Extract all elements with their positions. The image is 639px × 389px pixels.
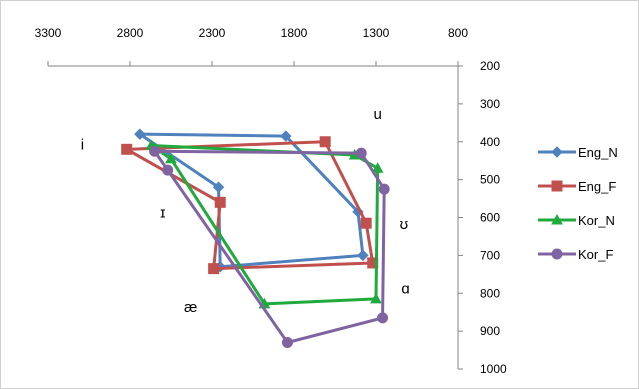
vowel-label: ɑ — [401, 280, 409, 297]
x-tick-label: 1300 — [363, 26, 390, 40]
vowel-label: ɪ — [160, 205, 165, 222]
y-tick-label: 900 — [480, 324, 500, 338]
y-tick-label: 1000 — [480, 362, 507, 376]
x-tick-label: 2300 — [199, 26, 226, 40]
legend-item: Eng_F — [538, 179, 616, 194]
data-point — [214, 196, 226, 208]
y-tick-label: 500 — [480, 173, 500, 187]
data-point — [280, 130, 292, 142]
data-point — [377, 312, 389, 324]
data-point — [121, 143, 133, 155]
series-eng-f — [121, 136, 379, 275]
data-point — [370, 292, 382, 304]
data-point — [212, 181, 225, 193]
data-point — [551, 248, 563, 260]
legend-item: Kor_N — [538, 213, 615, 228]
legend-label: Eng_N — [578, 145, 618, 160]
y-tick-label: 700 — [480, 248, 500, 262]
legend-label: Eng_F — [578, 179, 616, 194]
vowel-label: ʊ — [400, 216, 409, 233]
plot-area — [121, 128, 390, 348]
x-tick-label: 1800 — [281, 26, 308, 40]
y-tick-label: 400 — [480, 135, 500, 149]
y-tick-label: 200 — [480, 59, 500, 73]
vowel-label: u — [373, 106, 381, 123]
data-point — [551, 146, 563, 158]
y-tick-label: 300 — [480, 97, 500, 111]
vowel-label: i — [81, 136, 84, 153]
series-eng-n — [134, 128, 369, 273]
x-tick-label: 2800 — [117, 26, 144, 40]
data-point — [149, 145, 161, 157]
data-point — [378, 183, 390, 195]
data-point — [371, 162, 384, 173]
data-point — [551, 180, 563, 192]
data-point — [162, 164, 174, 176]
data-point — [134, 128, 146, 140]
data-point — [281, 336, 293, 348]
data-point — [357, 249, 369, 262]
legend-item: Kor_F — [538, 247, 613, 262]
vowel-label: æ — [184, 299, 197, 316]
data-point — [551, 213, 563, 225]
y-tick-label: 600 — [480, 211, 500, 225]
series-kor-f — [149, 145, 390, 348]
vowel-annotations: i u ɪ ʊ æ ɑ — [81, 106, 410, 316]
y-tick-label: 800 — [480, 286, 500, 300]
data-point — [355, 147, 367, 159]
legend-item: Eng_N — [538, 145, 618, 160]
x-tick-label: 3300 — [35, 26, 62, 40]
legend-label: Kor_N — [578, 213, 615, 228]
legend-label: Kor_F — [578, 247, 613, 262]
x-tick-label: 800 — [448, 26, 468, 40]
data-point — [165, 152, 177, 164]
data-point — [208, 263, 220, 275]
axes: 3300 2800 2300 1800 1300 800 200 300 400 500 600 70… — [35, 26, 507, 376]
data-point — [360, 217, 372, 229]
series-kor-n — [145, 139, 384, 309]
legend: Eng_N Eng_F Kor_N Kor_F — [538, 145, 618, 262]
data-point — [319, 136, 331, 148]
